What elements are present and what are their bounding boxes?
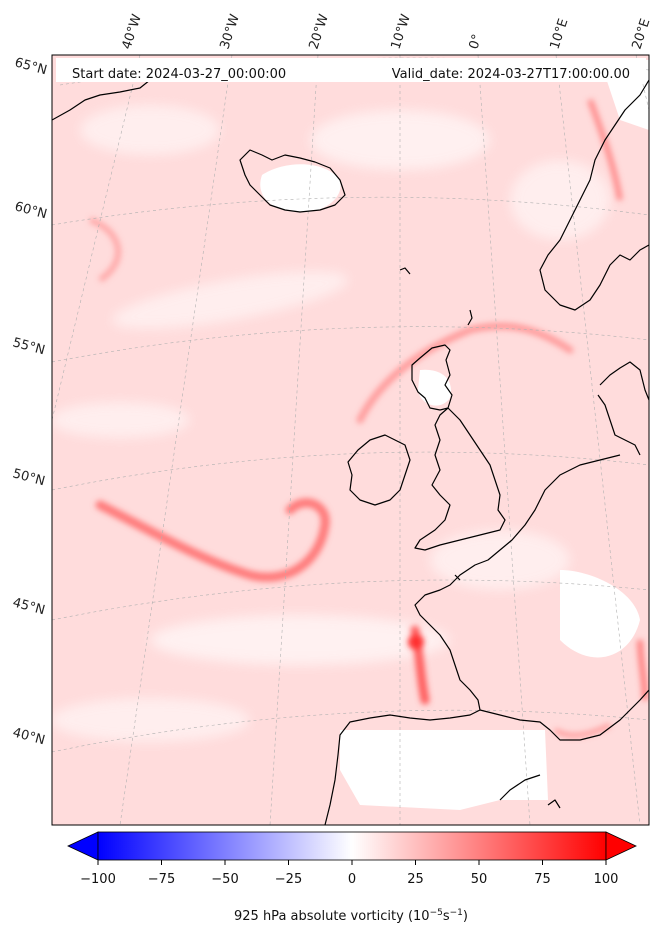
colorbar-ticks: −100 −75 −50 −25 0 25 50 75 100	[80, 860, 618, 887]
coast-iberia-east	[479, 689, 649, 741]
colorbar-tick-label: 50	[471, 872, 488, 887]
lon-label-10e: 10°E	[548, 17, 572, 51]
colorbar-label-exp2: −1	[450, 908, 463, 918]
colorbar-tick-label: 25	[407, 872, 424, 887]
valid-date-label: Valid_date: 2024-03-27T17:00:00.00	[392, 67, 630, 82]
start-date-label: Start date: 2024-03-27_00:00:00	[72, 67, 286, 82]
coast-balearic	[547, 799, 561, 809]
colorbar-label-end: )	[463, 909, 468, 924]
lat-label-55n: 55°N	[11, 335, 47, 358]
lon-label-30w: 30°W	[218, 12, 243, 51]
coast-north-africa	[499, 774, 541, 801]
lat-label-65n: 65°N	[13, 55, 49, 78]
map-frame	[51, 54, 650, 826]
coastlines	[52, 77, 649, 825]
colorbar-label-main: 925 hPa absolute vorticity (10	[234, 909, 430, 924]
coast-shetland	[467, 309, 473, 326]
coast-france	[414, 454, 621, 711]
coast-faroe	[399, 267, 411, 275]
lon-label-20e: 20°E	[630, 17, 654, 51]
lat-label-40n: 40°N	[11, 725, 47, 748]
coast-ireland	[347, 434, 411, 506]
colorbar-tick-label: 75	[534, 872, 551, 887]
colorbar-tick-label: 0	[348, 872, 356, 887]
longitude-labels: 40°W 30°W 20°W 10°W 0° 10°E 20°E	[120, 12, 654, 51]
colorbar-label-exp1: −5	[430, 908, 443, 918]
coast-iberia-west	[324, 709, 481, 825]
lon-label-10w: 10°W	[389, 12, 414, 51]
coast-scotland	[411, 344, 453, 411]
lat-label-50n: 50°N	[11, 466, 47, 489]
vorticity-field	[52, 55, 649, 825]
colorbar-extend-high	[605, 831, 637, 861]
coast-norway	[539, 79, 649, 311]
colorbar: −100 −75 −50 −25 0 25 50 75 100 925 hPa absolute…	[67, 831, 637, 924]
lon-label-0: 0°	[467, 33, 486, 52]
header-strip	[56, 58, 646, 82]
colorbar-tick-label: −25	[275, 872, 302, 887]
lon-label-20w: 20°W	[307, 12, 332, 51]
coast-england	[414, 407, 506, 551]
colorbar-tick-label: −100	[80, 872, 116, 887]
coast-iceland	[239, 149, 346, 213]
latitude-labels: 65°N 60°N 55°N 50°N 45°N 40°N	[11, 55, 49, 748]
colorbar-label-mid: s	[443, 909, 450, 924]
coast-sweden	[599, 361, 649, 401]
coast-denmark	[597, 394, 641, 456]
lat-label-45n: 45°N	[11, 595, 47, 618]
graticule	[52, 55, 649, 825]
colorbar-tick-label: 100	[594, 872, 619, 887]
colorbar-extend-low	[67, 831, 99, 861]
lat-label-60n: 60°N	[13, 199, 49, 222]
colorbar-tick-label: −75	[148, 872, 175, 887]
lon-label-40w: 40°W	[120, 12, 145, 51]
colorbar-tick-label: −50	[211, 872, 238, 887]
field-light-areas	[52, 105, 610, 742]
coast-channel-islands	[454, 574, 461, 581]
colorbar-bar	[97, 831, 607, 861]
colorbar-label: 925 hPa absolute vorticity (10−5s−1)	[234, 908, 468, 924]
field-white-patches	[260, 60, 649, 810]
